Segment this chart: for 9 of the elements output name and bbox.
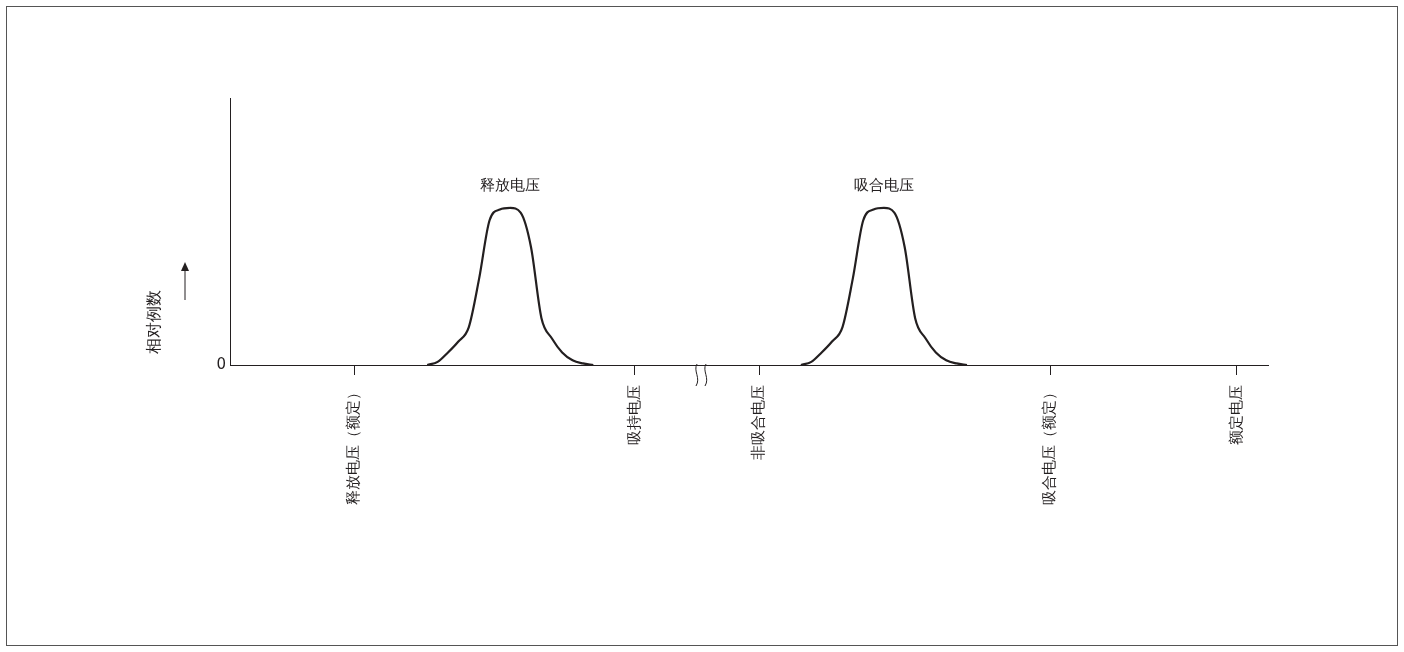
x-tick-label: 吸合电压（额定） [1039, 385, 1058, 505]
y-axis-title: 相对例数 [144, 290, 164, 354]
series-label: 吸合电压 [853, 176, 914, 195]
x-tick-label: 释放电压（额定） [344, 385, 363, 505]
series-label: 释放电压 [480, 176, 541, 195]
x-tick-label: 非吸合电压 [749, 385, 768, 460]
x-tick-label: 额定电压 [1226, 385, 1245, 445]
x-tick-label: 吸持电压 [624, 385, 643, 445]
text: 0 [216, 354, 226, 373]
